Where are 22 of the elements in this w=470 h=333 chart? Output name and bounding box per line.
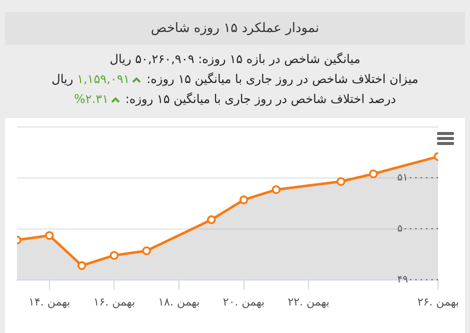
x-tick-label: ۱۴. بهمن — [28, 295, 70, 308]
point — [142, 246, 151, 256]
text: درصد اختلاف شاخص در روز جاری با میانگین ۱۵ روزه: ۲.۳۱% — [74, 92, 396, 106]
point — [110, 250, 119, 260]
point — [272, 185, 281, 194]
x-tick-label: ۲۶. بهمن — [417, 295, 460, 308]
y-tick-label: ۵۱۰۰۰۰۰۰ — [397, 172, 440, 184]
x-tick-label: ۱۶. بهمن — [93, 295, 136, 308]
x-tick-label: ۲۰. بهمن — [222, 295, 265, 308]
x-tick-label: ۱۸. بهمن — [158, 295, 200, 308]
y-tick-label: ۴۹۰۰۰۰۰۰ — [397, 274, 440, 286]
chart-title: نمودار عملکرد ۱۵ روزه شاخص — [5, 12, 465, 45]
point — [206, 215, 216, 224]
point — [44, 231, 54, 240]
y-tick-label: ۵۰۰۰۰۰۰۰ — [397, 223, 440, 234]
point — [368, 169, 378, 178]
text: میزان اختلاف شاخص در روز جاری با میانگین ۱۵ روزه: ۱,۱۵۹,۰۹۱ ریال — [52, 72, 418, 86]
point — [239, 195, 248, 204]
point — [77, 261, 86, 270]
point — [336, 177, 346, 186]
x-tick-label: ۲۲. بهمن — [288, 295, 330, 308]
text: میانگین شاخص در بازه ۱۵ روزه: ۵۰,۲۶۰,۹۰۹ ریال — [108, 51, 362, 68]
